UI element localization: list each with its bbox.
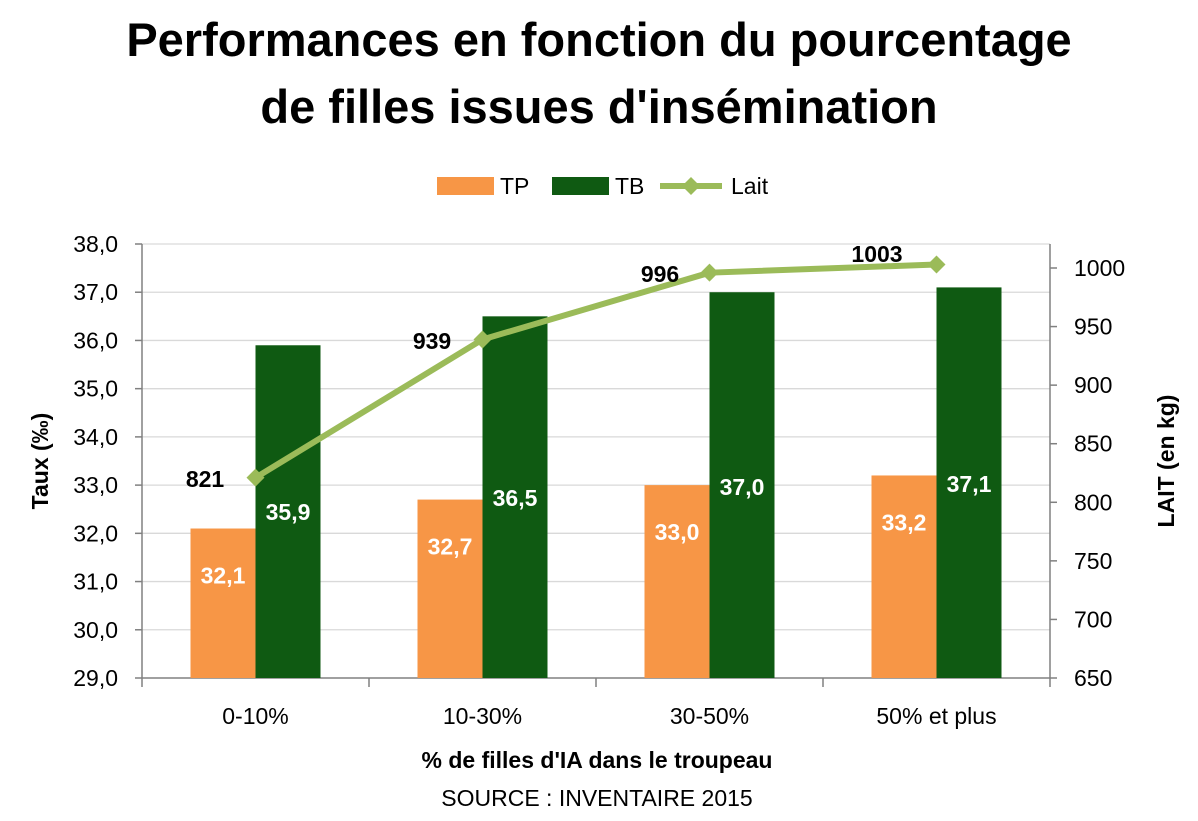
y2-tick-label: 750 — [1074, 548, 1112, 574]
data-label-tb: 37,0 — [720, 474, 765, 500]
y2-tick-label: 950 — [1074, 314, 1112, 340]
legend-label-tp: TP — [500, 173, 529, 199]
data-label-lait: 996 — [641, 261, 679, 287]
legend-marker-lait — [682, 177, 700, 195]
bar-tb — [482, 316, 548, 678]
y2-tick-label: 900 — [1074, 372, 1112, 398]
x-tick-label: 50% et plus — [876, 703, 996, 729]
bar-tb — [936, 287, 1002, 678]
marker-lait — [246, 468, 265, 487]
y2-tick-label: 650 — [1074, 665, 1112, 691]
data-label-tp: 33,2 — [882, 509, 927, 535]
y2-tick-label: 850 — [1074, 431, 1112, 457]
x-axis-title: % de filles d'IA dans le troupeau — [422, 747, 773, 773]
y-tick-label: 31,0 — [73, 569, 118, 595]
y-tick-label: 30,0 — [73, 617, 118, 643]
y-tick-label: 29,0 — [73, 665, 118, 691]
marker-lait — [927, 255, 946, 274]
marker-lait — [473, 330, 492, 349]
bar-tp — [190, 528, 256, 678]
x-tick-label: 30-50% — [670, 703, 749, 729]
data-label-lait: 1003 — [851, 241, 902, 267]
bar-tp — [417, 499, 483, 678]
bar-tb — [255, 345, 321, 678]
chart-title-line-1: Performances en fonction du pourcentage — [126, 13, 1072, 66]
y-tick-label: 32,0 — [73, 520, 118, 546]
y-tick-label: 33,0 — [73, 472, 118, 498]
x-tick-label: 0-10% — [222, 703, 288, 729]
x-tick-label: 10-30% — [443, 703, 522, 729]
y-tick-label: 37,0 — [73, 279, 118, 305]
line-lait — [253, 261, 937, 481]
y2-tick-label: 700 — [1074, 606, 1112, 632]
legend-label-tb: TB — [615, 173, 644, 199]
legend-swatch-tp — [437, 177, 494, 195]
marker-lait — [700, 263, 719, 282]
data-label-tp: 32,7 — [428, 533, 473, 559]
y-tick-label: 36,0 — [73, 327, 118, 353]
data-label-lait: 939 — [413, 328, 451, 354]
bar-tb — [709, 292, 775, 678]
y-tick-label: 35,0 — [73, 376, 118, 402]
data-label-lait: 821 — [186, 466, 225, 492]
y-tick-label: 38,0 — [73, 231, 118, 257]
bar-tp — [871, 475, 937, 678]
y2-tick-label: 800 — [1074, 489, 1112, 515]
legend-label-lait: Lait — [731, 173, 769, 199]
y-axis-title: Taux (‰) — [27, 413, 53, 510]
chart-title-line-2: de filles issues d'insémination — [260, 80, 938, 133]
source-note: SOURCE : INVENTAIRE 2015 — [441, 785, 752, 811]
data-label-tp: 32,1 — [201, 562, 246, 588]
bar-tp — [644, 485, 710, 678]
y-tick-label: 34,0 — [73, 424, 118, 450]
y2-tick-label: 1000 — [1074, 255, 1125, 281]
data-label-tb: 37,1 — [947, 471, 992, 497]
data-label-tp: 33,0 — [655, 519, 700, 545]
data-label-tb: 36,5 — [493, 485, 538, 511]
y2-axis-title: LAIT (en kg) — [1153, 395, 1179, 528]
legend-swatch-tb — [552, 177, 609, 195]
data-label-tb: 35,9 — [266, 499, 311, 525]
